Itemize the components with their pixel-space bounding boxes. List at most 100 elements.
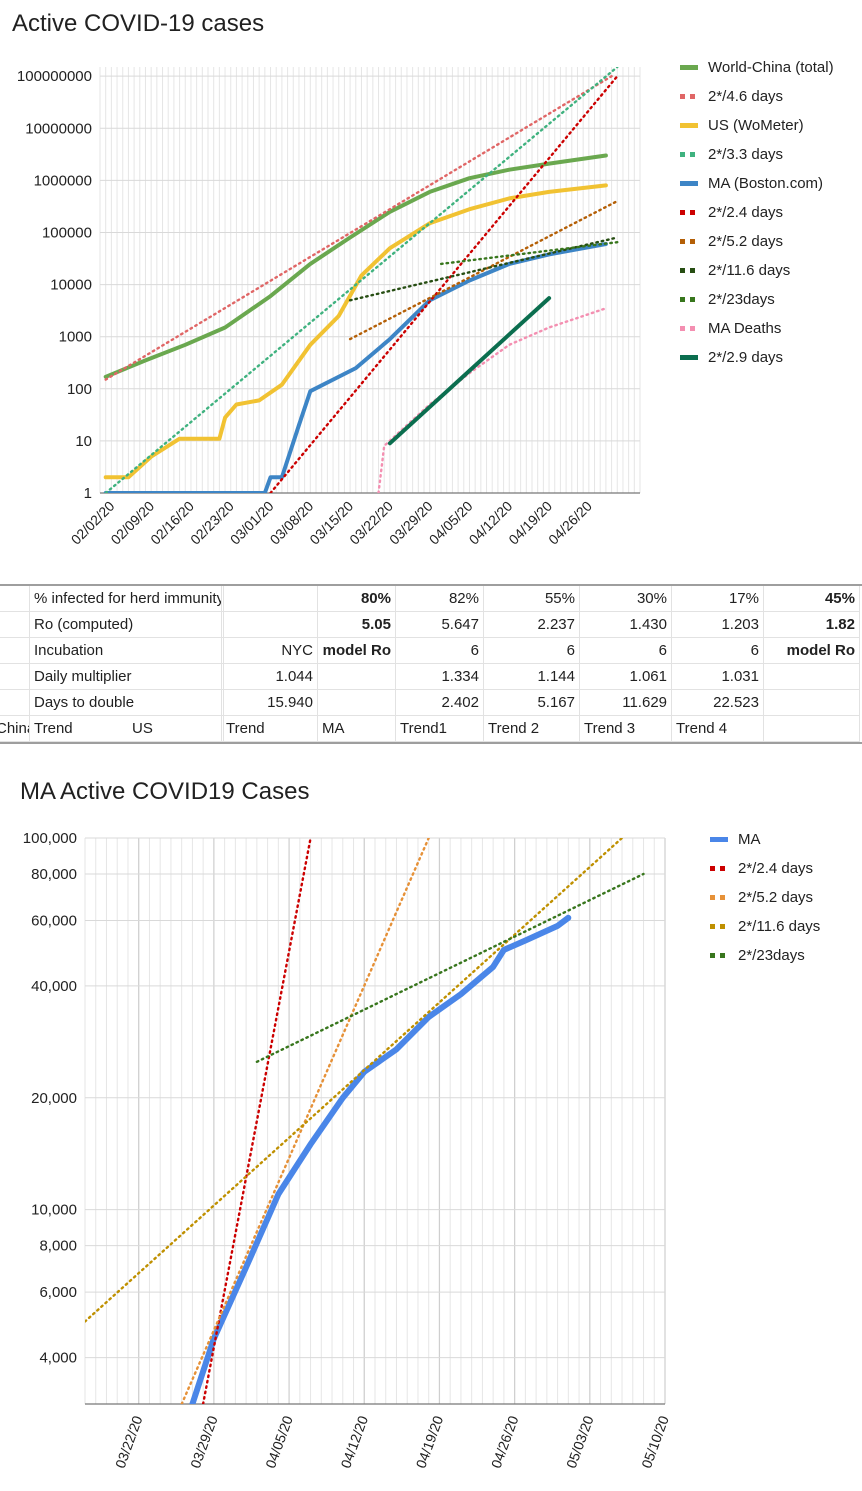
y-tick-label: 100,000: [23, 830, 77, 847]
table-cell: Trend 3: [580, 716, 672, 742]
x-tick-label: 04/12/20: [337, 1413, 371, 1470]
legend-item: 2*/5.2 days: [680, 227, 834, 256]
legend-item: MA Deaths: [680, 314, 834, 343]
table-cell: [128, 612, 224, 638]
legend-label: 2*/5.2 days: [738, 889, 814, 906]
chart2-title: MA Active COVID19 Cases: [20, 778, 310, 805]
table-cell: [0, 586, 30, 612]
table-cell: 5.167: [484, 690, 580, 716]
y-tick-label: 100000000: [17, 68, 92, 85]
table-cell: [128, 690, 224, 716]
y-tick-label: 20,000: [31, 1090, 77, 1107]
table-cell: Trend 4: [672, 716, 764, 742]
legend-label: 2*/2.4 days: [708, 204, 784, 221]
gridlines: [84, 838, 666, 1404]
chart2-legend: MA 2*/2.4 days 2*/5.2 days 2*/11.6 days 2*/2…: [710, 825, 820, 970]
table-cell: 5.647: [396, 612, 484, 638]
table-cell: [222, 612, 318, 638]
chart2-plot: 4,000 6,000 8,000 10,000 20,000 40,000 60,000 8…: [23, 830, 672, 1470]
y-tick-label: 4,000: [39, 1350, 77, 1367]
table-cell: % infected for herd immunity to start: [30, 586, 222, 612]
table-cell: Trend1: [396, 716, 484, 742]
table-cell: 55%: [484, 586, 580, 612]
legend-item: MA: [710, 825, 820, 854]
table-cell: NYC: [222, 638, 318, 664]
legend-swatch: [680, 209, 695, 215]
legend-label: MA Deaths: [708, 320, 782, 337]
legend-label: 2*/23days: [708, 291, 775, 308]
table-cell: 45%: [764, 586, 860, 612]
y-tick-label: 100: [67, 381, 92, 398]
table-cell: [0, 664, 30, 690]
legend-swatch: [680, 296, 695, 302]
table-cell: Trend: [30, 716, 222, 742]
table-cell: Days to double: [30, 690, 222, 716]
table-cell: 6: [484, 638, 580, 664]
series-line-2-5-2-days: [180, 838, 430, 1404]
y-tick-label: 10000000: [25, 120, 92, 137]
table-cell: 6: [580, 638, 672, 664]
table-cell: [318, 664, 396, 690]
legend-label: World-China (total): [708, 59, 834, 76]
legend-swatch: [680, 354, 698, 360]
legend-swatch: [680, 122, 698, 128]
legend-item: 2*/4.6 days: [680, 82, 834, 111]
series-line-ma-boston-com-: [103, 242, 608, 493]
legend-item: 2*/5.2 days: [710, 883, 820, 912]
series-line-2-23days: [439, 240, 619, 266]
legend-item: 2*/2.9 days: [680, 343, 834, 372]
x-tick-label: 04/26/20: [488, 1413, 522, 1470]
series-line-2-2-4-days: [201, 838, 312, 1404]
y-tick-label: 1: [84, 485, 92, 502]
table-cell: MA: [318, 716, 396, 742]
legend-item: 2*/11.6 days: [710, 912, 820, 941]
legend-label: 2*/5.2 days: [708, 233, 784, 250]
table-cell: 11.629: [580, 690, 672, 716]
series-line-us-wometer-: [103, 183, 608, 480]
x-tick-label: 05/03/20: [563, 1413, 597, 1470]
legend-item: 2*/23days: [680, 285, 834, 314]
table-cell: China: [0, 716, 30, 742]
legend-swatch: [680, 64, 698, 70]
legend-label: 2*/3.3 days: [708, 146, 784, 163]
legend-swatch: [680, 238, 695, 244]
legend-label: 2*/11.6 days: [738, 918, 821, 935]
legend-swatch: [710, 952, 725, 958]
y-tick-label: 10,000: [31, 1202, 77, 1219]
chart1-plot: 1 10 100 1000 10000 100000 1000000 10000000 1000…: [17, 67, 641, 548]
legend-swatch: [710, 865, 725, 871]
series-line-2-2-4-days: [269, 75, 619, 493]
table-cell: [764, 664, 860, 690]
table-cell: [128, 664, 224, 690]
legend-item: 2*/3.3 days: [680, 140, 834, 169]
table-cell: 5.05: [318, 612, 396, 638]
legend-item: MA (Boston.com): [680, 169, 834, 198]
table-cell: Trend: [222, 716, 318, 742]
legend-swatch: [710, 836, 728, 842]
series-line-2-11-6-days: [348, 236, 619, 302]
y-tick-label: 40,000: [31, 978, 77, 995]
table-cell: [222, 586, 318, 612]
legend-item: 2*/23days: [710, 941, 820, 970]
y-tick-label: 8,000: [39, 1238, 77, 1255]
legend-label: 2*/2.4 days: [738, 860, 814, 877]
y-tick-label: 1000000: [34, 172, 92, 189]
table-cell: model Ro: [318, 638, 396, 664]
y-tick-label: 100000: [42, 224, 92, 241]
legend-label: MA: [738, 831, 761, 848]
table-cell: 2.237: [484, 612, 580, 638]
x-tick-label: 05/10/20: [638, 1413, 672, 1470]
legend-swatch: [680, 325, 695, 331]
table-cell: 6: [396, 638, 484, 664]
legend-label: US (WoMeter): [708, 117, 804, 134]
table-cell: 1.144: [484, 664, 580, 690]
x-tick-label: 03/29/20: [187, 1413, 221, 1470]
x-tick-label: 04/05/20: [262, 1413, 296, 1470]
legend-swatch: [680, 93, 695, 99]
legend-item: US (WoMeter): [680, 111, 834, 140]
table-cell: 22.523: [672, 690, 764, 716]
legend-item: 2*/2.4 days: [710, 854, 820, 883]
table-cell: 6: [672, 638, 764, 664]
spreadsheet-table: % infected for herd immunity to start 80%…: [0, 584, 862, 744]
y-tick-label: 10: [75, 433, 92, 450]
